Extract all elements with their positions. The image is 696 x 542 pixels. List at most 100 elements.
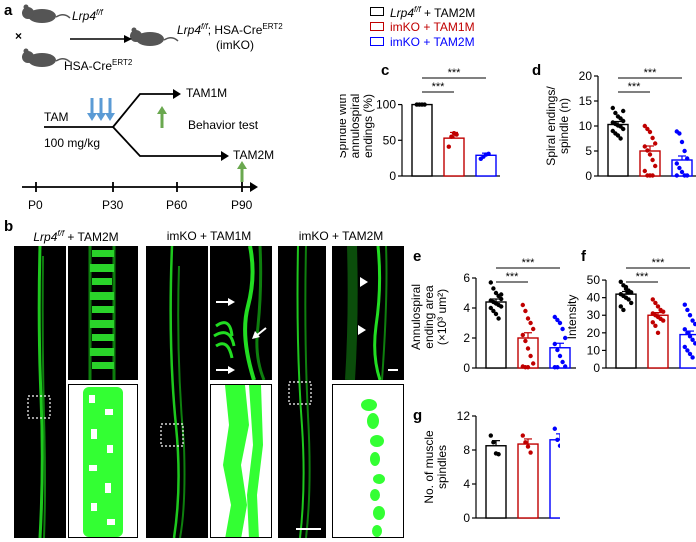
y-tick-label: 20	[587, 326, 601, 340]
data-point	[525, 365, 531, 370]
tick-p0: P0	[28, 198, 43, 212]
timeline-diagram	[22, 4, 258, 192]
data-point	[642, 123, 647, 129]
y-tick-label: 0	[389, 169, 396, 183]
tick-p60: P60	[166, 198, 188, 212]
data-point	[682, 344, 687, 350]
panel-f-label: f	[581, 248, 586, 265]
data-point	[528, 320, 533, 326]
y-axis-label: Annulospiralending area(×10³ um²)	[409, 284, 449, 350]
data-point	[674, 161, 679, 166]
data-point	[645, 126, 650, 132]
y-axis-label-line: spindles	[435, 445, 449, 489]
data-point	[488, 280, 493, 285]
y-tick-label: 30	[587, 308, 601, 322]
data-point	[650, 135, 655, 141]
spindle-image-tam1m	[146, 246, 208, 538]
y-axis-label-line: endings (%)	[361, 94, 375, 158]
group-title-control: Lrp4f/f + TAM2M	[33, 229, 119, 244]
data-point	[677, 131, 682, 136]
panel-e-label: e	[413, 248, 422, 265]
legend-text: imKO + TAM1M	[390, 20, 475, 34]
data-point	[496, 316, 501, 321]
data-point	[552, 341, 557, 347]
data-point	[687, 334, 693, 339]
data-point	[552, 314, 557, 320]
y-axis-label: Spiral endings/spindle (n)	[544, 86, 571, 166]
y-axis-label-line: Annulospiral	[409, 284, 423, 350]
y-axis-label: No. of musclespindles	[422, 430, 449, 504]
data-point	[685, 156, 690, 161]
data-point	[621, 118, 626, 124]
data-point	[682, 327, 687, 332]
data-point	[679, 169, 685, 175]
data-point	[499, 304, 504, 309]
data-point	[520, 302, 525, 308]
data-point	[499, 292, 504, 297]
y-axis-label-line: spindle (n)	[557, 98, 571, 154]
behavior-test-arrows	[157, 106, 247, 182]
offspring-abbrev: (imKO)	[216, 38, 254, 52]
data-point	[626, 290, 631, 295]
data-point	[682, 302, 687, 307]
data-point	[682, 148, 687, 154]
y-tick-label: 0	[463, 361, 470, 375]
data-point	[488, 433, 493, 438]
offspring-label: Lrp4f/f; HSA-CreERT2	[177, 22, 283, 37]
tam2m-branch	[112, 126, 226, 157]
data-point	[499, 296, 504, 302]
y-axis-label-line: annulospiral	[348, 94, 362, 159]
y-tick-label: 5	[585, 144, 592, 158]
panel-g-label: g	[413, 407, 423, 424]
tam2m-label: TAM2M	[233, 148, 275, 162]
data-point	[690, 318, 695, 323]
data-point	[563, 335, 568, 341]
data-point	[650, 157, 655, 163]
segmentation-tam2m	[332, 384, 404, 538]
data-point	[685, 348, 690, 353]
data-point	[491, 308, 496, 314]
data-point	[422, 102, 427, 107]
data-point	[618, 279, 623, 285]
data-point	[642, 168, 647, 174]
data-point	[486, 151, 491, 157]
injection-arrows	[87, 98, 115, 121]
bar	[549, 439, 560, 519]
data-point	[520, 433, 525, 438]
data-point	[693, 341, 696, 346]
data-point	[626, 297, 631, 302]
data-point	[523, 440, 528, 445]
segmentation-tam1m	[210, 384, 272, 538]
data-point	[650, 297, 655, 302]
data-point	[531, 326, 536, 332]
data-point	[610, 105, 615, 111]
bar	[485, 445, 507, 519]
y-tick-label: 0	[463, 511, 470, 525]
data-point	[449, 134, 454, 139]
data-point	[555, 317, 560, 323]
zoom-image-tam1m	[210, 246, 272, 380]
y-tick-label: 10	[587, 343, 601, 357]
data-point	[629, 300, 634, 306]
data-point	[685, 173, 690, 178]
data-point	[650, 320, 655, 325]
zoom-box	[160, 423, 184, 447]
data-point	[621, 126, 626, 132]
data-point	[687, 313, 693, 318]
cross-symbol: ×	[15, 29, 23, 43]
y-axis-label-line: Spiral endings/	[544, 86, 558, 166]
zoom-box	[288, 381, 312, 405]
mouse-icon-parent2	[22, 48, 71, 67]
y-tick-label: 15	[579, 94, 593, 108]
data-point	[687, 351, 693, 357]
data-point	[491, 286, 496, 291]
significance-label: ***	[644, 68, 658, 79]
data-point	[647, 129, 653, 135]
legend-swatch	[370, 7, 384, 16]
data-point	[446, 144, 451, 149]
data-point	[520, 332, 525, 338]
data-point	[674, 173, 679, 178]
y-tick-label: 40	[587, 291, 601, 305]
dose-label: 100 mg/kg	[44, 136, 101, 150]
